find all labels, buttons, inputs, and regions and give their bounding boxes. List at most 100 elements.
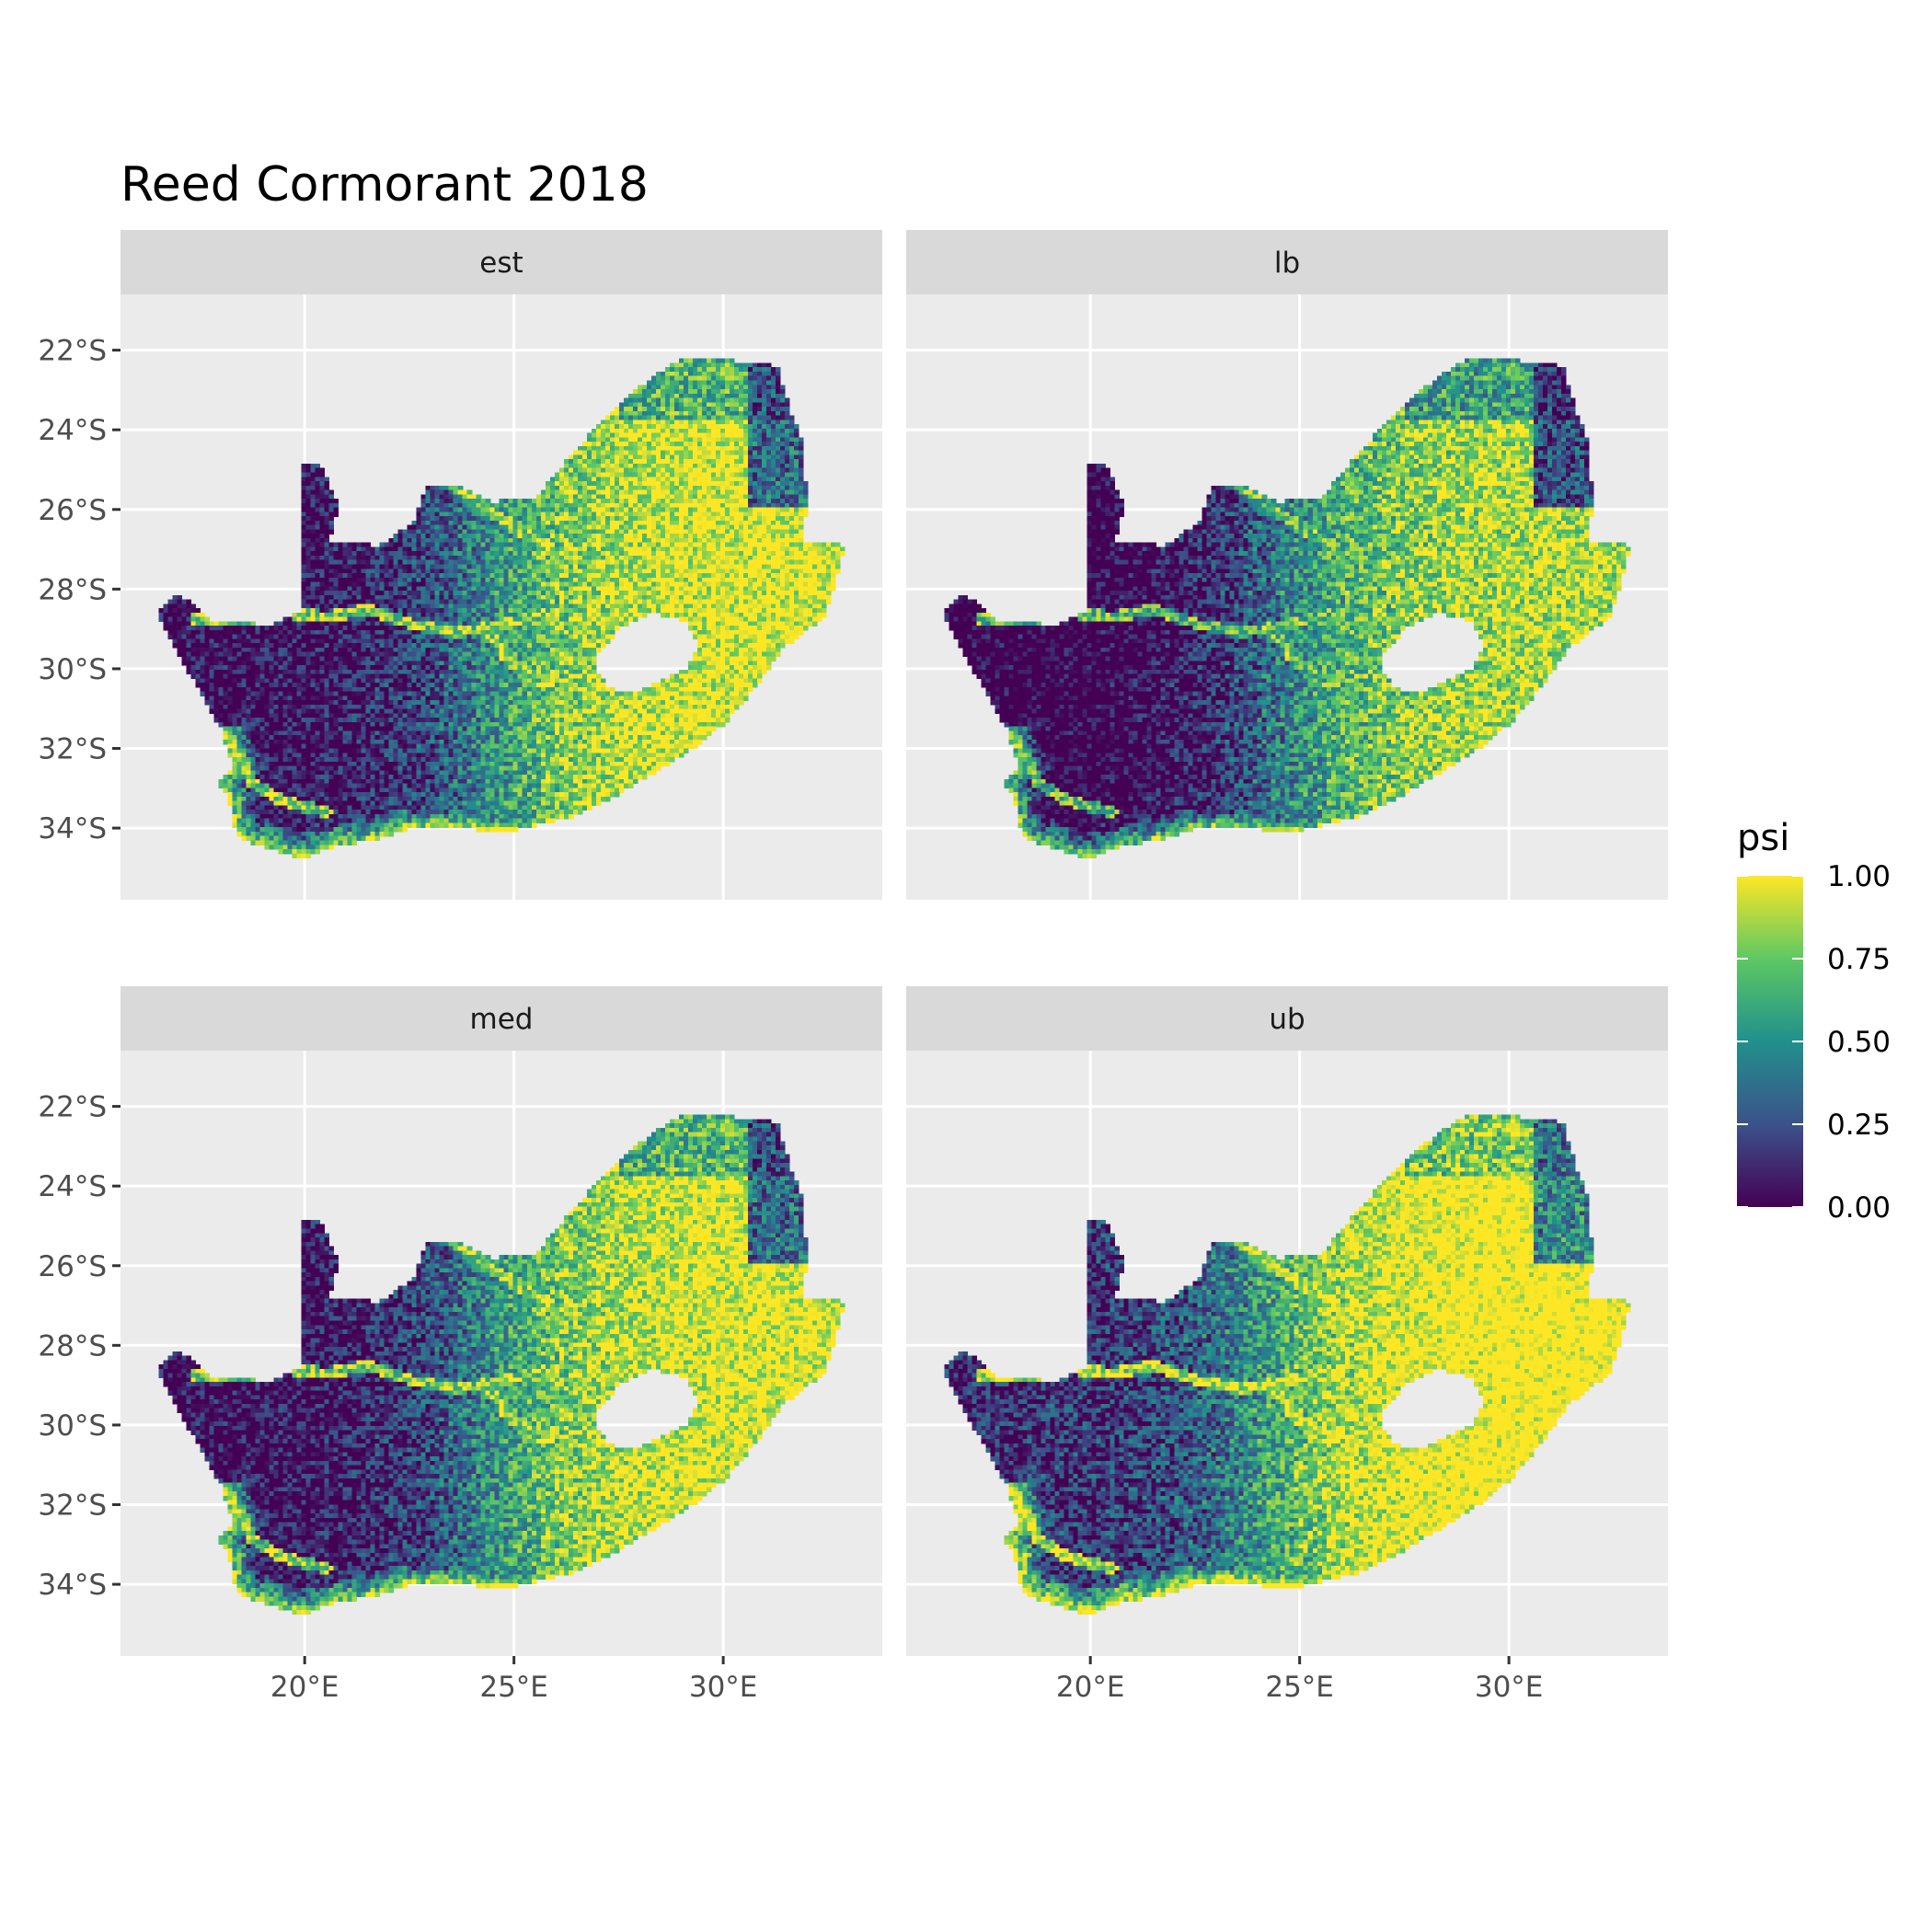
raster-cell xyxy=(794,433,799,438)
raster-cell xyxy=(753,573,758,578)
raster-cell xyxy=(325,525,330,530)
raster-cell xyxy=(408,551,413,556)
raster-cell xyxy=(366,560,372,565)
raster-cell xyxy=(642,420,648,424)
raster-cell xyxy=(789,499,795,503)
raster-cell xyxy=(762,420,767,424)
raster-cell xyxy=(647,411,652,416)
raster-cell xyxy=(546,529,551,534)
raster-cell xyxy=(780,499,786,503)
raster-cell xyxy=(592,573,597,578)
raster-cell xyxy=(610,464,615,468)
raster-cell xyxy=(490,525,496,530)
raster-cell xyxy=(679,525,684,530)
raster-cell xyxy=(573,547,579,552)
raster-cell xyxy=(748,481,753,486)
raster-cell xyxy=(559,477,565,481)
raster-cell xyxy=(697,429,703,433)
raster-cell xyxy=(605,521,611,525)
raster-cell xyxy=(569,477,574,481)
raster-cell xyxy=(670,569,675,573)
raster-cell xyxy=(642,411,648,416)
raster-cell xyxy=(656,521,661,525)
raster-cell xyxy=(642,543,648,547)
raster-cell xyxy=(573,459,579,464)
raster-cell xyxy=(762,464,767,468)
raster-cell xyxy=(417,543,422,547)
raster-cell xyxy=(697,402,703,407)
raster-cell xyxy=(720,455,726,460)
raster-cell xyxy=(638,565,643,569)
raster-cell xyxy=(306,516,312,521)
raster-cell xyxy=(302,529,307,534)
raster-cell xyxy=(638,534,643,538)
raster-cell xyxy=(794,459,799,464)
raster-cell xyxy=(403,573,408,578)
raster-cell xyxy=(311,573,316,578)
raster-cell xyxy=(527,512,533,516)
raster-cell xyxy=(417,529,422,534)
raster-cell xyxy=(647,402,652,407)
raster-cell xyxy=(739,473,744,477)
raster-cell xyxy=(633,521,638,525)
raster-cell xyxy=(688,512,694,516)
raster-cell xyxy=(789,455,795,460)
raster-cell xyxy=(707,442,712,446)
raster-cell xyxy=(812,547,818,552)
raster-cell xyxy=(684,529,689,534)
raster-cell xyxy=(417,578,422,582)
raster-cell xyxy=(771,468,776,473)
raster-cell xyxy=(596,433,602,438)
raster-cell xyxy=(771,416,776,420)
raster-cell xyxy=(693,407,698,411)
raster-cell xyxy=(564,578,569,582)
raster-cell xyxy=(615,565,620,569)
raster-cell xyxy=(822,569,827,573)
raster-cell xyxy=(684,416,689,420)
raster-cell xyxy=(633,499,638,503)
raster-cell xyxy=(582,477,588,481)
raster-cell xyxy=(730,529,735,534)
raster-cell xyxy=(757,437,763,442)
raster-cell xyxy=(435,565,441,569)
raster-cell xyxy=(661,521,666,525)
raster-cell xyxy=(486,578,491,582)
raster-cell xyxy=(766,477,772,481)
raster-cell xyxy=(624,556,629,560)
raster-cell xyxy=(348,565,353,569)
raster-cell xyxy=(743,578,749,582)
raster-cell xyxy=(642,494,648,499)
raster-cell xyxy=(394,534,399,538)
raster-cell xyxy=(688,477,694,481)
raster-cell xyxy=(546,538,551,543)
raster-cell xyxy=(785,429,790,433)
raster-cell xyxy=(743,372,749,376)
raster-cell xyxy=(454,512,459,516)
raster-cell xyxy=(302,560,307,565)
raster-cell xyxy=(762,516,767,521)
raster-cell xyxy=(702,367,707,372)
raster-cell xyxy=(697,477,703,481)
raster-cell xyxy=(720,402,726,407)
raster-cell xyxy=(679,433,684,438)
raster-cell xyxy=(638,499,643,503)
raster-cell xyxy=(702,411,707,416)
raster-cell xyxy=(633,429,638,433)
raster-cell xyxy=(316,538,321,543)
raster-cell xyxy=(463,565,468,569)
raster-cell xyxy=(320,529,326,534)
raster-cell xyxy=(601,508,606,512)
raster-cell xyxy=(789,543,795,547)
raster-cell xyxy=(789,534,795,538)
raster-cell xyxy=(803,499,809,503)
raster-cell xyxy=(739,363,744,368)
raster-cell xyxy=(720,420,726,424)
raster-cell xyxy=(753,516,758,521)
raster-cell xyxy=(366,569,372,573)
raster-cell xyxy=(679,508,684,512)
raster-cell xyxy=(711,394,717,398)
raster-cell xyxy=(536,565,542,569)
raster-cell xyxy=(513,578,519,582)
raster-cell xyxy=(697,486,703,490)
raster-cell xyxy=(702,385,707,389)
